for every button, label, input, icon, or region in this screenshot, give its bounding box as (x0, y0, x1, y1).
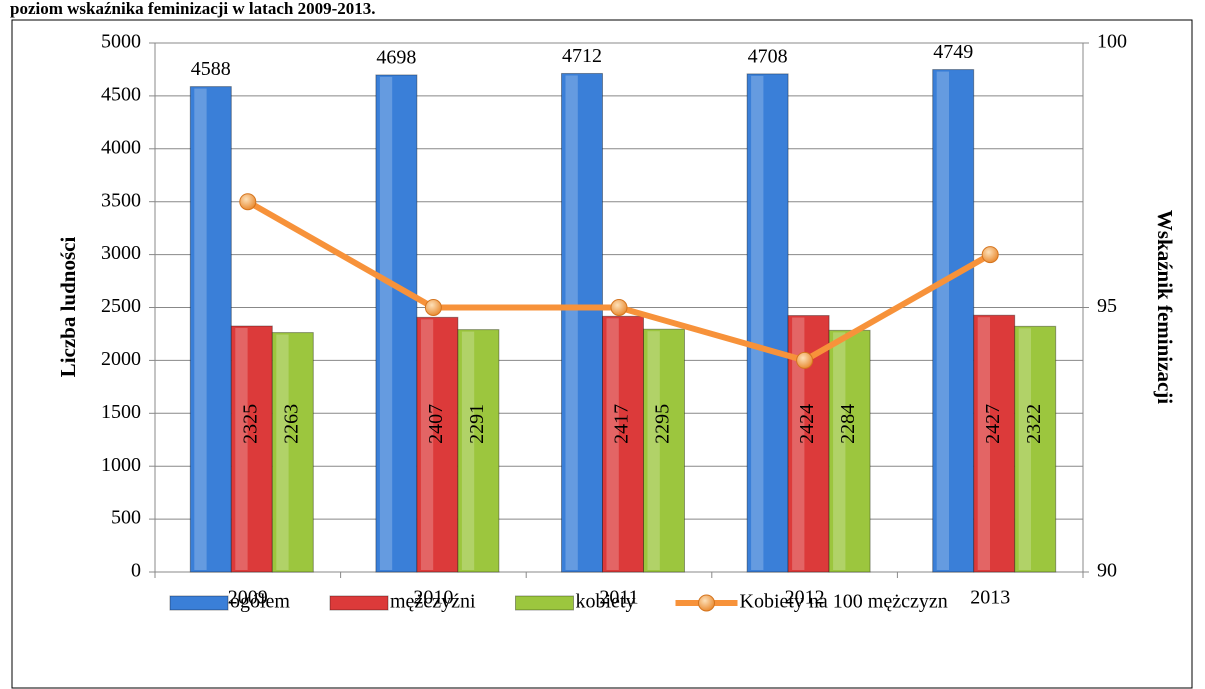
bar (189, 86, 232, 573)
y-tick-label: 2500 (101, 295, 141, 317)
data-label: 2427 (982, 404, 1004, 444)
y-tick-label: 1000 (101, 454, 141, 476)
bar-highlight (565, 75, 578, 570)
bar (457, 329, 500, 573)
bar (416, 316, 459, 573)
legend-label: Kobiety na 100 mężczyzn (740, 591, 948, 613)
line-marker (610, 299, 628, 316)
bar (828, 329, 871, 573)
bar-highlight (194, 88, 207, 570)
x-tick-label: 2011 (599, 587, 638, 609)
x-tick-label: 2009 (228, 587, 268, 609)
legend-label: mężczyźni (390, 591, 476, 613)
data-label: 2291 (466, 404, 488, 444)
bar (1014, 325, 1057, 573)
bar-highlight (606, 318, 619, 570)
line-marker (981, 246, 999, 264)
legend-label: ogółem (230, 591, 290, 613)
bar (375, 74, 418, 573)
data-label: 2263 (280, 404, 302, 444)
bar-highlight (1018, 328, 1031, 570)
bar-highlight (936, 71, 949, 571)
bar-highlight (977, 317, 990, 570)
y2-axis-title: Wskaźnik feminizacji (1153, 210, 1177, 404)
y-tick-label: 3000 (101, 242, 141, 264)
data-label: 4588 (191, 58, 231, 80)
bar-highlight (420, 319, 434, 570)
bar (271, 332, 314, 573)
y-tick-label: 0 (131, 560, 141, 582)
data-label: 2295 (652, 404, 674, 444)
y-tick-label: 4500 (101, 83, 141, 105)
y-tick-label: 2000 (101, 348, 141, 370)
y2-tick-label: 90 (1097, 560, 1117, 582)
y-tick-label: 500 (111, 507, 141, 529)
legend-swatch (169, 595, 229, 611)
x-tick-label: 2013 (970, 587, 1010, 609)
bar (230, 325, 273, 573)
bar (561, 72, 603, 573)
x-tick-label: 2010 (413, 587, 453, 609)
y-axis-title: Liczba ludności (56, 237, 80, 378)
data-label: 4749 (933, 41, 973, 63)
y2-tick-label: 100 (1097, 31, 1127, 53)
line-marker (424, 299, 442, 316)
line-marker (796, 351, 814, 369)
bar-highlight (276, 334, 289, 570)
data-label: 2417 (611, 404, 633, 444)
y-tick-label: 4000 (101, 136, 141, 158)
data-label: 2407 (425, 404, 447, 444)
bar-highlight (833, 332, 846, 570)
bar (602, 315, 644, 573)
y-tick-label: 1500 (101, 401, 141, 423)
y2-tick-label: 95 (1097, 295, 1117, 317)
bar-highlight (751, 75, 764, 570)
bar (746, 73, 789, 573)
line-marker (239, 193, 257, 211)
legend-swatch (329, 595, 389, 611)
bar (643, 328, 685, 573)
data-label: 2322 (1023, 404, 1045, 444)
x-tick-label: 2012 (785, 587, 825, 609)
bar (973, 314, 1016, 573)
chart-title: poziom wskaźnika feminizacji w latach 20… (10, 0, 375, 18)
bar-highlight (647, 331, 660, 570)
legend-marker (698, 594, 715, 612)
y-tick-label: 5000 (101, 31, 141, 53)
bar-highlight (379, 76, 393, 570)
bar (932, 69, 975, 573)
data-label: 2424 (796, 404, 818, 444)
data-label: 4698 (376, 47, 416, 69)
bar-highlight (792, 317, 805, 570)
legend-swatch (515, 595, 574, 611)
chart-border (11, 19, 1193, 689)
data-label: 2325 (239, 404, 261, 444)
data-label: 4708 (748, 45, 788, 67)
data-label: 4712 (562, 45, 602, 67)
y-tick-label: 3500 (101, 189, 141, 211)
bar-highlight (461, 331, 475, 570)
legend-label: kobiety (576, 591, 636, 613)
data-label: 2284 (837, 404, 859, 444)
bar-highlight (235, 328, 248, 570)
